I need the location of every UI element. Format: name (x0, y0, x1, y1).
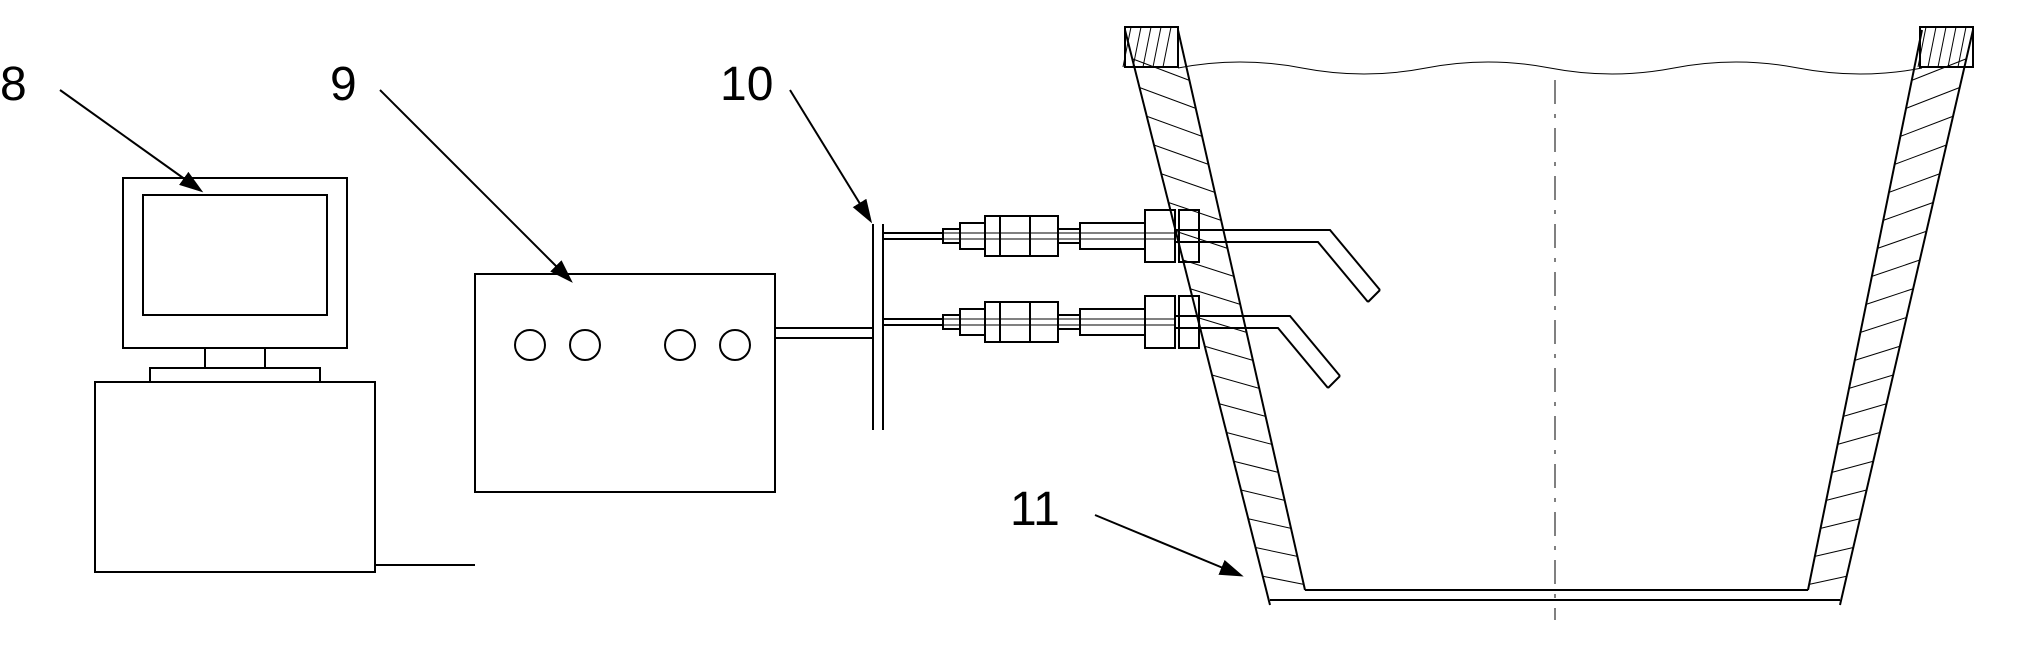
injector-top (943, 210, 1380, 302)
svg-text:9: 9 (330, 58, 357, 111)
label-vessel: 11 (1010, 483, 1240, 575)
label-controller: 9 (330, 58, 570, 280)
label-cable: 10 (720, 58, 870, 220)
injector-bottom (943, 296, 1340, 388)
svg-text:8: 8 (0, 58, 27, 111)
computer (95, 178, 375, 572)
svg-text:11: 11 (1010, 483, 1060, 536)
svg-text:10: 10 (720, 58, 773, 111)
label-computer: 8 (0, 58, 200, 190)
trunk-cable (775, 224, 943, 430)
vessel (1123, 27, 1973, 620)
controller (475, 274, 775, 492)
